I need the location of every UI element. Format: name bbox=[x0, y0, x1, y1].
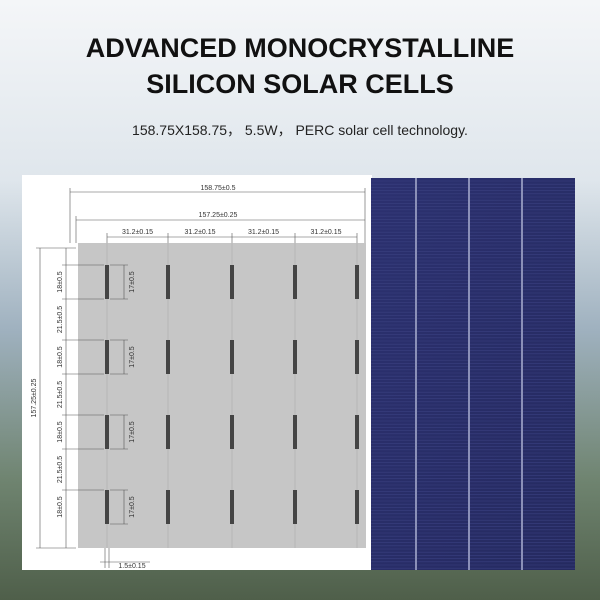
busbar bbox=[415, 178, 417, 570]
dimension-label: 157.25±0.25 bbox=[199, 212, 238, 219]
pad bbox=[355, 340, 359, 374]
pad bbox=[230, 490, 234, 524]
dimension-label: 157.25±0.25 bbox=[31, 378, 38, 417]
dimension-label: 18±0.5 bbox=[57, 346, 64, 367]
title-line: ADVANCED MONOCRYSTALLINE bbox=[86, 33, 515, 63]
dimension-label: 21.5±0.5 bbox=[57, 456, 64, 483]
dimension-label: 17±0.5 bbox=[129, 271, 136, 292]
dimension-label: 18±0.5 bbox=[57, 496, 64, 517]
dimension-label: 21.5±0.5 bbox=[57, 306, 64, 333]
pad bbox=[230, 415, 234, 449]
busbar bbox=[468, 178, 470, 570]
pad bbox=[355, 415, 359, 449]
pad bbox=[166, 415, 170, 449]
dimension-label: 17±0.5 bbox=[129, 496, 136, 517]
pad bbox=[293, 265, 297, 299]
pad bbox=[105, 490, 109, 524]
dimension-label: 18±0.5 bbox=[57, 271, 64, 292]
title-line: SILICON SOLAR CELLS bbox=[146, 69, 454, 99]
pad bbox=[105, 340, 109, 374]
dimension-label: 31.2±0.15 bbox=[248, 229, 279, 236]
dimension-label: 21.5±0.5 bbox=[57, 381, 64, 408]
subtitle: 158.75X158.75， 5.5W， PERC solar cell tec… bbox=[132, 122, 468, 138]
pad bbox=[105, 265, 109, 299]
dimension-label: 17±0.5 bbox=[129, 346, 136, 367]
pad bbox=[230, 340, 234, 374]
pad bbox=[355, 265, 359, 299]
dimension-label: 31.2±0.15 bbox=[310, 229, 341, 236]
dimension-label: 31.2±0.15 bbox=[122, 229, 153, 236]
pad bbox=[166, 490, 170, 524]
dimension-label: 1.5±0.15 bbox=[118, 563, 145, 570]
pad bbox=[355, 490, 359, 524]
cell-drawing bbox=[78, 243, 366, 548]
pad bbox=[293, 490, 297, 524]
dimension-label: 158.75±0.5 bbox=[201, 185, 236, 192]
pad bbox=[230, 265, 234, 299]
dimension-label: 17±0.5 bbox=[129, 421, 136, 442]
pad bbox=[293, 340, 297, 374]
pad bbox=[166, 265, 170, 299]
pad bbox=[105, 415, 109, 449]
dimension-label: 18±0.5 bbox=[57, 421, 64, 442]
pad bbox=[166, 340, 170, 374]
cell-photo bbox=[371, 178, 575, 570]
dimension-drawing: 158.75±0.5 157.25±0.25 31.2±0.15 31.2±0.15 3… bbox=[31, 185, 366, 570]
pad bbox=[293, 415, 297, 449]
cell-fingers bbox=[371, 178, 575, 570]
busbar bbox=[521, 178, 523, 570]
dimension-label: 31.2±0.15 bbox=[184, 229, 215, 236]
